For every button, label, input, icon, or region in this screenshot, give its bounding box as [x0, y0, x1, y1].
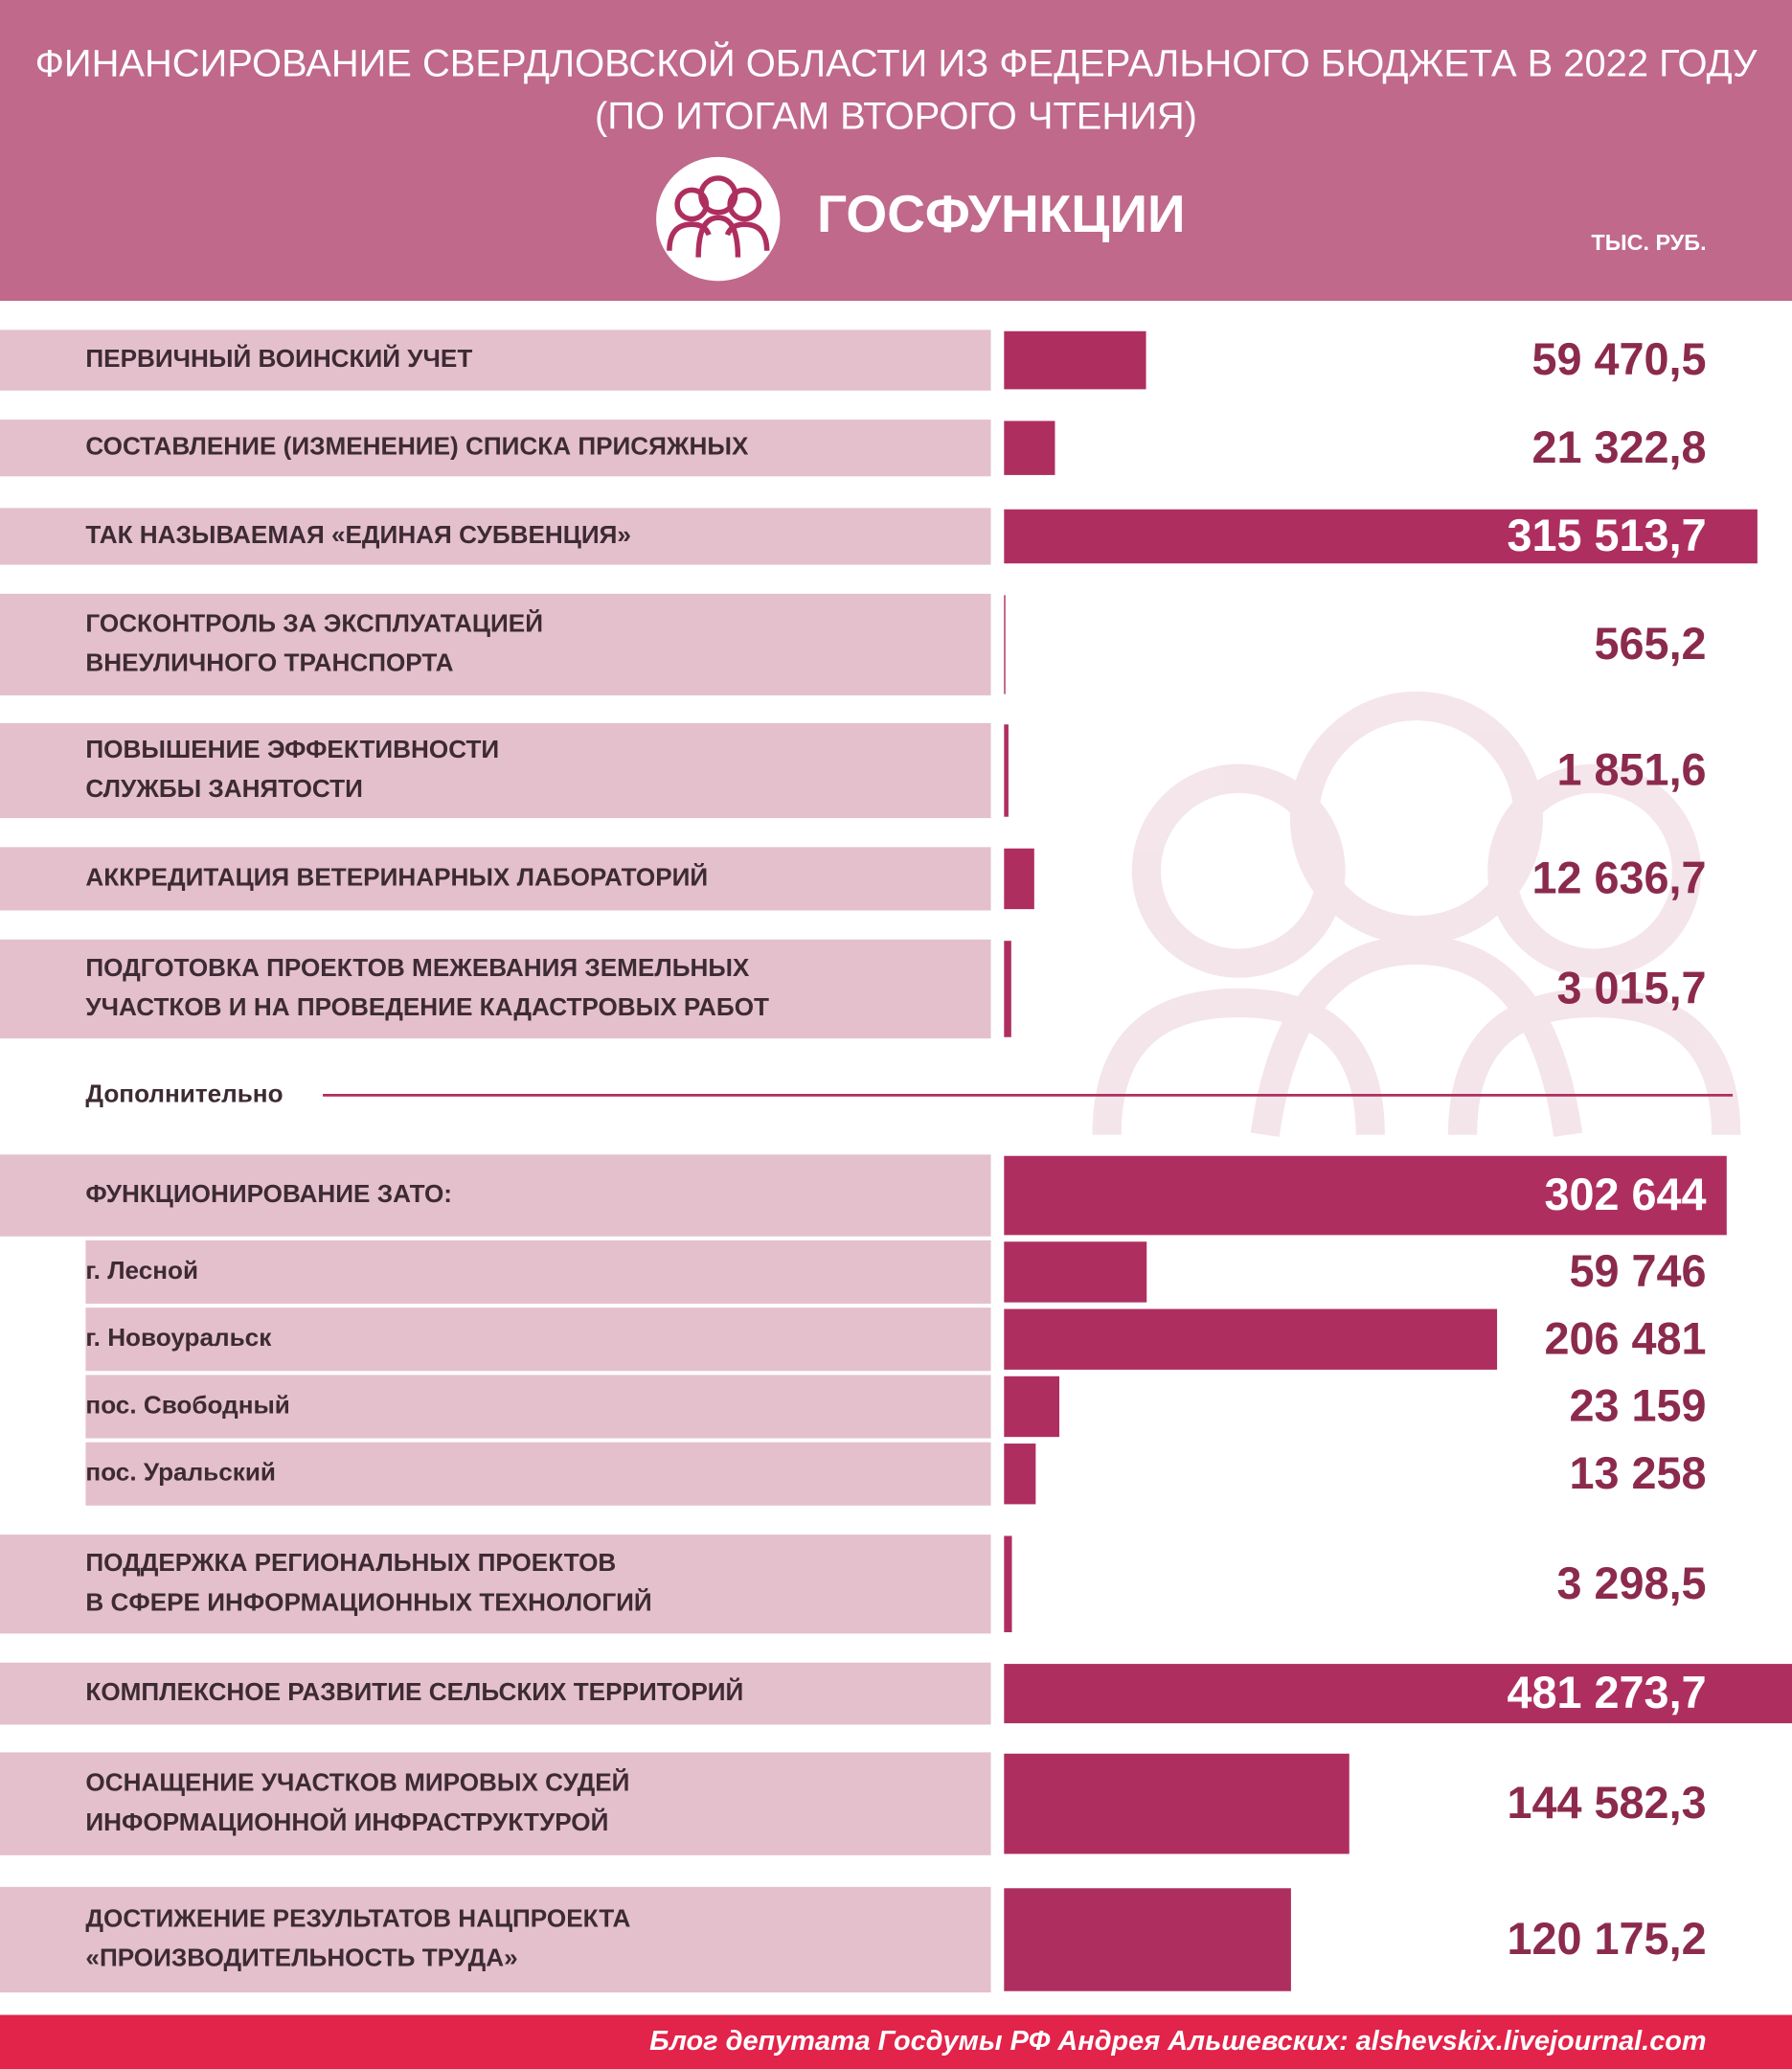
value-label: 59 746: [1570, 1246, 1707, 1296]
icon: [656, 156, 781, 282]
bar: [1004, 421, 1055, 475]
bar: [1004, 1535, 1012, 1633]
footer-bg: [0, 2014, 1792, 2069]
label-bg: [0, 330, 991, 391]
label-bg: [85, 1442, 991, 1506]
category-label: ПОДГОТОВКА ПРОЕКТОВ МЕЖЕВАНИЯ ЗЕМЕЛЬНЫХ У…: [85, 953, 769, 1021]
value-label: 3 298,5: [1557, 1558, 1707, 1608]
value-label: 481 273,7: [1508, 1668, 1707, 1717]
value-label: 302 644: [1545, 1170, 1707, 1219]
value-label: 315 513,7: [1508, 511, 1707, 560]
bar: [1004, 1753, 1350, 1854]
bar: [1004, 941, 1011, 1037]
category-label: ПЕРВИЧНЫЙ ВОИНСКИЙ УЧЕТ: [85, 344, 472, 373]
rows: ПЕРВИЧНЫЙ ВОИНСКИЙ УЧЕТ 59 470,5 СОСТАВЛЕН…: [0, 330, 1792, 1993]
label-bg: [85, 1239, 991, 1305]
category-label: АККРЕДИТАЦИЯ ВЕТЕРИНАРНЫХ ЛАБОРАТОРИЙ: [85, 862, 708, 891]
label-bg: [0, 1535, 991, 1634]
category-label: г. Лесной: [85, 1256, 198, 1285]
bar: [1004, 1241, 1147, 1303]
label-bg: [85, 1307, 991, 1372]
bar: [1004, 848, 1034, 910]
bar: [1004, 1155, 1727, 1236]
category-label: г. Новоуральск: [85, 1323, 272, 1352]
label-bg: [0, 420, 991, 477]
bar: [1004, 330, 1146, 390]
bar: [1004, 509, 1758, 564]
category-label: ТАК НАЗЫВАЕМАЯ «ЕДИНАЯ СУБВЕНЦИЯ»: [85, 520, 631, 549]
category-label: ПОДДЕРЖКА РЕГИОНАЛЬНЫХ ПРОЕКТОВ В СФЕРЕ И…: [85, 1548, 651, 1616]
value-label: 13 258: [1570, 1448, 1707, 1498]
label-bg: [0, 722, 991, 819]
chart-subtitle: (ПО ИТОГАМ ВТОРОГО ЧТЕНИЯ): [595, 96, 1197, 138]
category-label: ФУНКЦИОНИРОВАНИЕ ЗАТО:: [85, 1179, 452, 1208]
bar: [1004, 724, 1009, 817]
category-label: СОСТАВЛЕНИЕ (ИЗМЕНЕНИЕ) СПИСКА ПРИСЯЖНЫХ: [85, 432, 749, 461]
label-bg: [0, 593, 991, 695]
bar: [1004, 1888, 1291, 1991]
separator-label: Дополнительно: [85, 1079, 283, 1107]
category-label: пос. Уральский: [85, 1458, 276, 1487]
value-label: 3 015,7: [1557, 964, 1707, 1013]
category-label: КОМПЛЕКСНОЕ РАЗВИТИЕ СЕЛЬСКИХ ТЕРРИТОРИЙ: [85, 1677, 743, 1706]
value-label: 565,2: [1595, 619, 1707, 669]
bar: [1004, 1444, 1036, 1505]
label-bg: [0, 1752, 991, 1855]
header-bg: [0, 0, 1792, 302]
category-label: ПОВЫШЕНИЕ ЭФФЕКТИВНОСТИ СЛУЖБЫ ЗАНЯТОСТИ: [85, 735, 499, 803]
label-bg: [0, 1154, 991, 1237]
bar: [1004, 1664, 1792, 1724]
label-bg: [85, 1375, 991, 1439]
value-label: 12 636,7: [1532, 853, 1707, 903]
value-label: 21 322,8: [1532, 422, 1707, 472]
value-label: 144 582,3: [1508, 1778, 1707, 1828]
value-label: 23 159: [1570, 1381, 1707, 1431]
category-label: ГОСКОНТРОЛЬ ЗА ЭКСПЛУАТАЦИЕЙ ВНЕУЛИЧНОГО …: [85, 608, 543, 676]
label-bg: [0, 508, 991, 565]
watermark: [1092, 691, 1741, 1137]
unit-label: ТЫС. РУБ.: [1591, 230, 1706, 255]
bar: [1004, 1308, 1498, 1370]
category-label: ОСНАЩЕНИЕ УЧАСТКОВ МИРОВЫХ СУДЕЙ ИНФОРМАЦ…: [85, 1767, 629, 1835]
label-bg: [0, 847, 991, 911]
value-label: 1 851,6: [1557, 745, 1707, 795]
bar: [1004, 595, 1006, 694]
category-label: пос. Свободный: [85, 1390, 289, 1419]
value-label: 206 481: [1545, 1313, 1707, 1363]
bar: [1004, 1376, 1060, 1438]
label-bg: [0, 1662, 991, 1725]
category-label: ДОСТИЖЕНИЕ РЕЗУЛЬТАТОВ НАЦПРОЕКТА «ПРОИЗВ…: [85, 1903, 630, 1971]
value-label: 120 175,2: [1508, 1914, 1707, 1964]
section-heading: ГОСФУНКЦИИ: [817, 184, 1186, 243]
footer: Блог депутата Госдумы РФ Андрея Альшевск…: [649, 2026, 1706, 2057]
chart-title: ФИНАНСИРОВАНИЕ СВЕРДЛОВСКОЙ ОБЛАСТИ ИЗ Ф…: [35, 40, 1758, 84]
label-bg: [0, 939, 991, 1039]
label-bg: [0, 1886, 991, 1993]
value-label: 59 470,5: [1532, 334, 1707, 384]
